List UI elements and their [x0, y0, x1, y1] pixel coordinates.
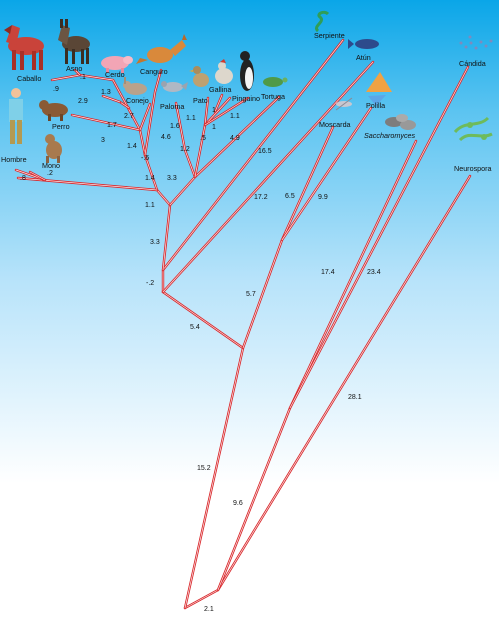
species-label-canguro: Canguro	[140, 67, 168, 76]
value-sacch: 17.4	[321, 269, 335, 276]
value-amniote-a: 3.3	[167, 175, 177, 182]
penguin-icon	[240, 51, 254, 91]
species-label-moscarda: Moscarda	[319, 120, 351, 129]
species-label-perro: Perro	[52, 122, 70, 131]
value-vert: 3.3	[150, 239, 160, 246]
species-label-atun: Atún	[356, 53, 371, 62]
value-vert-root: -.2	[146, 280, 154, 287]
species-label-tortuga: Tortuga	[261, 92, 285, 101]
yeast-icon	[385, 114, 416, 130]
value-pinguino: 1.1	[230, 113, 240, 120]
moth-icon	[366, 72, 392, 106]
value-animal: 5.4	[190, 324, 200, 331]
species-label-polilla: Polilla	[366, 101, 385, 110]
value-canguro: 4.6	[161, 134, 171, 141]
value-perro: 1.7	[107, 122, 117, 129]
species-label-cerdo: Cerdo	[105, 70, 125, 79]
value-moscarda: 6.5	[285, 193, 295, 200]
species-label-conejo: Conejo	[126, 96, 149, 105]
species-label-paloma: Paloma	[160, 102, 184, 111]
value-primate: 1.4	[145, 175, 155, 182]
branch-fungi-sacch-candida	[216, 65, 470, 592]
dog-icon	[39, 100, 68, 121]
donkey-icon	[58, 19, 90, 64]
species-label-caballo: Caballo	[17, 74, 41, 83]
species-label-hombre: Hombre	[1, 155, 27, 164]
monkey-icon	[45, 134, 62, 163]
value-pinguino-inner: 1	[212, 124, 216, 131]
species-label-asno: Asno	[66, 64, 82, 73]
value-amniote-b: 1.1	[145, 202, 155, 209]
value-perro-b: 3	[101, 137, 105, 144]
value-neuro: 28.1	[348, 394, 362, 401]
horse-icon	[4, 25, 44, 70]
value-mono: .2	[47, 170, 53, 177]
value-gallina: 1	[212, 107, 216, 114]
snake-icon	[315, 10, 330, 33]
tree-branches	[14, 38, 472, 610]
value-fungi: 9.6	[233, 500, 243, 507]
species-label-neurospora: Neurospora	[454, 164, 492, 173]
branch-root-fungi-main	[183, 174, 472, 610]
species-label-saccharomyces: Saccharomyces	[364, 131, 416, 140]
pigeon-icon	[161, 81, 188, 92]
value-paloma: 1.6	[170, 123, 180, 130]
value-bird-inner: .5	[200, 135, 206, 142]
candida-cells-icon	[459, 35, 493, 50]
branch-primates	[14, 168, 47, 182]
value-atun: 17.2	[254, 194, 268, 201]
tuna-icon	[348, 39, 379, 49]
value-root: 2.1	[204, 606, 214, 613]
species-labels: Caballo Asno Cerdo Canguro Conejo Paloma…	[1, 31, 492, 173]
value-tortuga: 4.9	[230, 135, 240, 142]
branch-insects	[241, 106, 373, 350]
branch-root-opisthokont	[161, 290, 245, 610]
value-conejo: 2.7	[124, 113, 134, 120]
branch-birds	[174, 93, 250, 179]
hen-icon	[215, 59, 233, 84]
value-cerdo: 1.3	[101, 89, 111, 96]
rabbit-icon	[123, 77, 147, 95]
species-label-gallina: Gallina	[209, 85, 231, 94]
value-cab-asno: 2.9	[78, 98, 88, 105]
man-icon	[9, 88, 23, 144]
species-label-pato: Pato	[193, 96, 208, 105]
kangaroo-icon	[136, 34, 187, 64]
value-caballo: .9	[53, 86, 59, 93]
neurospora-icon	[453, 116, 493, 142]
species-label-candida: Cándida	[459, 59, 486, 68]
branch-vertebrates	[161, 38, 375, 294]
housefly-icon	[335, 97, 353, 111]
pig-icon	[101, 56, 133, 73]
value-hombre: .8	[20, 175, 26, 182]
value-mammal-b: -.6	[141, 155, 149, 162]
value-pato: 1.1	[186, 115, 196, 122]
value-serpiente: 16.5	[258, 148, 272, 155]
value-polilla: 9.9	[318, 194, 328, 201]
duck-icon	[189, 66, 209, 87]
value-insect: 5.7	[246, 291, 256, 298]
turtle-icon	[263, 77, 288, 87]
value-asno: .1	[80, 74, 86, 81]
branch-mammals	[50, 68, 163, 157]
value-birds: 1.2	[180, 146, 190, 153]
value-mammal-a: 1.4	[127, 143, 137, 150]
species-label-pinguino: Pinguino	[232, 94, 260, 103]
branch-length-values: .9 .1 2.9 1.3 2.7 1.7 3 1.4 -.6 4.6 1.6 …	[20, 74, 381, 613]
value-candida: 23.4	[367, 269, 381, 276]
species-label-mono: Mono	[42, 161, 60, 170]
value-opist: 15.2	[197, 465, 211, 472]
species-label-serpiente: Serpiente	[314, 31, 345, 40]
